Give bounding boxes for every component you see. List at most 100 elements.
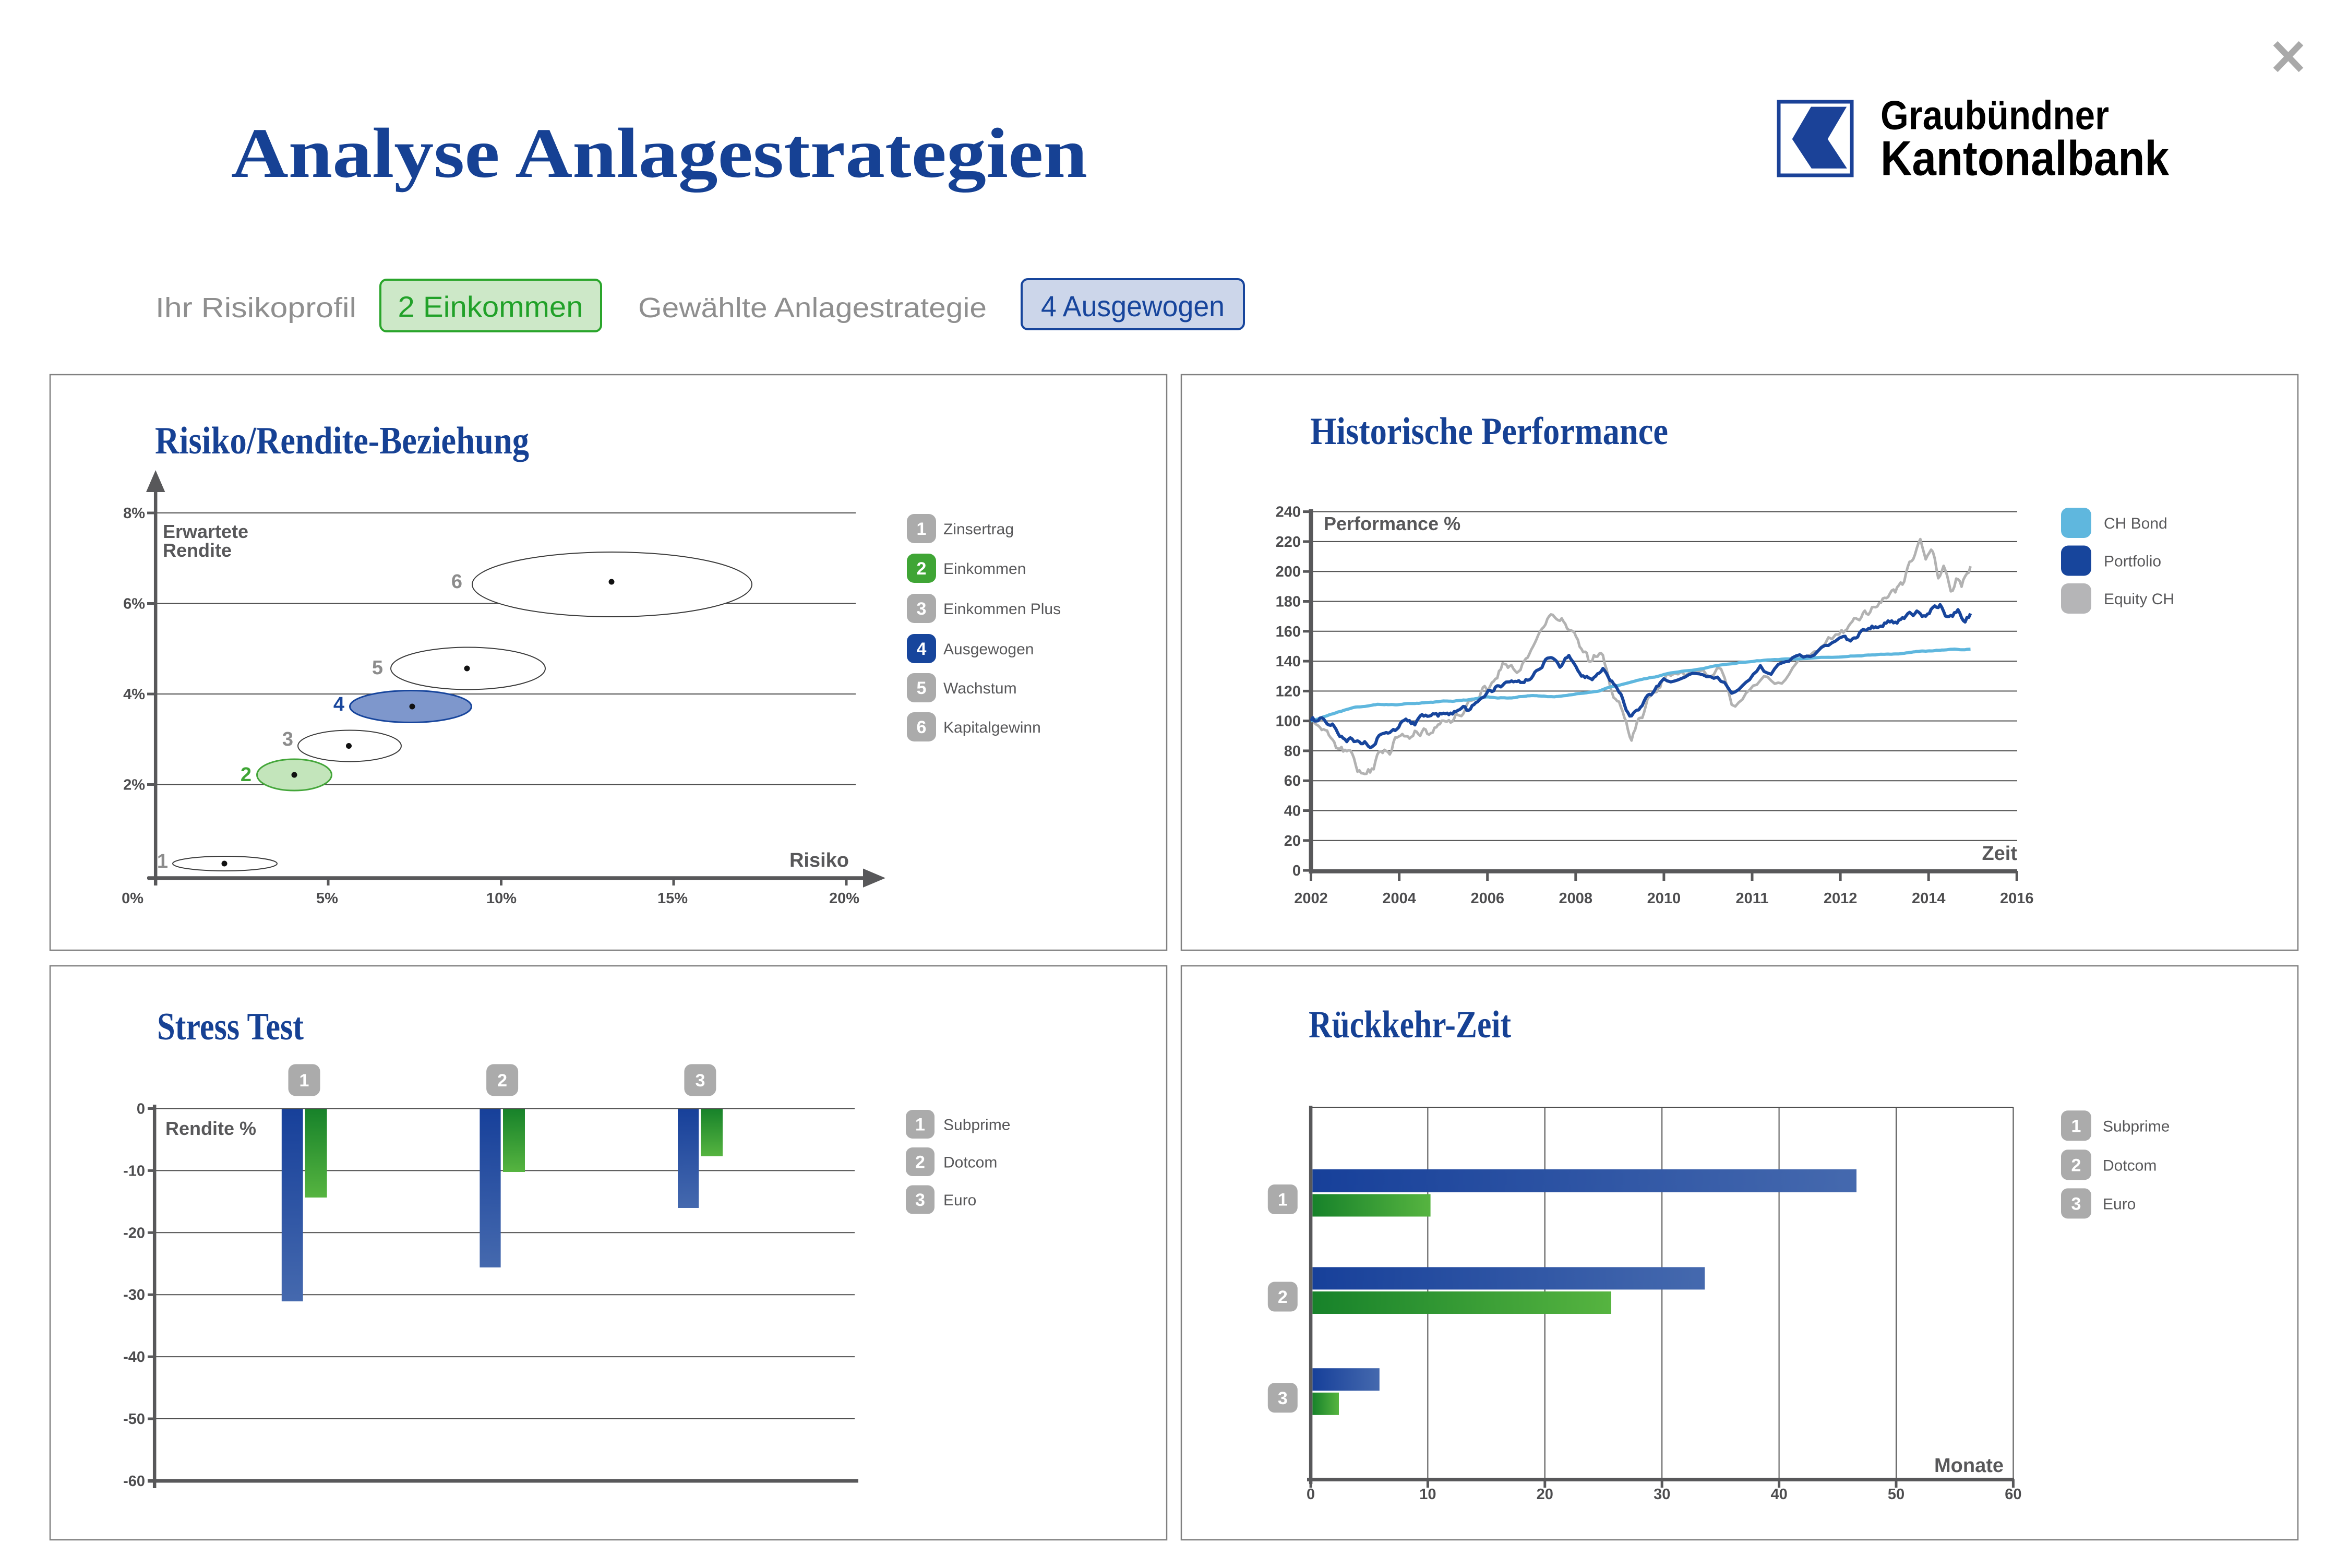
svg-text:60: 60 — [1284, 773, 1301, 789]
svg-text:1: 1 — [917, 519, 927, 539]
svg-text:10%: 10% — [486, 890, 517, 907]
svg-text:3: 3 — [915, 1190, 925, 1210]
svg-text:60: 60 — [2005, 1486, 2021, 1503]
svg-text:40: 40 — [1770, 1486, 1787, 1503]
svg-text:-60: -60 — [123, 1473, 145, 1490]
svg-text:8%: 8% — [123, 505, 145, 522]
svg-text:80: 80 — [1284, 743, 1301, 760]
svg-text:20%: 20% — [829, 890, 859, 907]
svg-text:-30: -30 — [123, 1287, 145, 1303]
svg-text:Gewählte Anlagestrategie: Gewählte Anlagestrategie — [638, 292, 987, 324]
svg-text:3: 3 — [695, 1071, 705, 1091]
svg-text:2: 2 — [2071, 1155, 2081, 1175]
svg-text:-40: -40 — [123, 1349, 145, 1366]
svg-text:10: 10 — [1419, 1486, 1436, 1503]
svg-text:0: 0 — [1307, 1486, 1315, 1503]
svg-text:20: 20 — [1284, 833, 1301, 849]
svg-text:2: 2 — [917, 559, 927, 579]
svg-text:-10: -10 — [123, 1163, 145, 1179]
svg-text:2: 2 — [497, 1071, 507, 1091]
svg-text:Rückkehr-Zeit: Rückkehr-Zeit — [1309, 1003, 1511, 1046]
svg-text:Erwartete: Erwartete — [163, 521, 248, 542]
svg-text:240: 240 — [1276, 504, 1301, 521]
svg-text:Risiko/Rendite-Beziehung: Risiko/Rendite-Beziehung — [155, 420, 529, 462]
svg-text:0: 0 — [137, 1101, 145, 1118]
svg-text:Zeit: Zeit — [1982, 843, 2017, 865]
svg-text:1: 1 — [157, 851, 168, 872]
svg-text:2010: 2010 — [1647, 890, 1681, 907]
svg-text:Subprime: Subprime — [943, 1117, 1010, 1134]
svg-text:220: 220 — [1276, 534, 1301, 550]
svg-text:Zinsertrag: Zinsertrag — [943, 521, 1014, 538]
svg-text:2: 2 — [915, 1153, 925, 1172]
svg-text:1: 1 — [300, 1071, 309, 1091]
svg-text:2011: 2011 — [1736, 890, 1769, 907]
svg-text:Historische Performance: Historische Performance — [1310, 410, 1668, 453]
svg-text:CH Bond: CH Bond — [2104, 515, 2167, 532]
svg-text:Euro: Euro — [943, 1192, 976, 1209]
svg-text:4: 4 — [917, 639, 927, 659]
svg-text:0%: 0% — [122, 890, 143, 907]
svg-text:30: 30 — [1654, 1486, 1670, 1503]
svg-text:6%: 6% — [123, 596, 145, 613]
svg-text:180: 180 — [1276, 594, 1301, 611]
svg-text:Graubündner: Graubündner — [1880, 92, 2109, 138]
svg-text:Risiko: Risiko — [789, 849, 849, 871]
svg-text:3: 3 — [917, 599, 927, 619]
svg-text:200: 200 — [1276, 564, 1301, 580]
svg-text:Einkommen Plus: Einkommen Plus — [943, 601, 1061, 618]
svg-text:1: 1 — [915, 1115, 925, 1135]
svg-text:5: 5 — [372, 657, 383, 679]
svg-text:3: 3 — [282, 728, 293, 750]
svg-text:50: 50 — [1888, 1486, 1904, 1503]
svg-text:4 Ausgewogen: 4 Ausgewogen — [1041, 290, 1225, 322]
svg-text:20: 20 — [1537, 1486, 1553, 1503]
svg-text:160: 160 — [1276, 624, 1301, 640]
svg-text:Ausgewogen: Ausgewogen — [943, 641, 1034, 658]
svg-text:Rendite: Rendite — [163, 540, 232, 561]
svg-text:Analyse Anlagestrategien: Analyse Anlagestrategien — [231, 114, 1087, 193]
svg-text:Rendite %: Rendite % — [165, 1118, 256, 1139]
svg-text:6: 6 — [917, 717, 927, 737]
svg-text:3: 3 — [1278, 1389, 1288, 1408]
svg-text:2: 2 — [1278, 1287, 1288, 1307]
svg-text:Portfolio: Portfolio — [2104, 553, 2161, 570]
svg-text:1: 1 — [1278, 1190, 1288, 1210]
svg-text:Dotcom: Dotcom — [943, 1154, 997, 1171]
svg-text:Equity CH: Equity CH — [2104, 591, 2174, 608]
svg-text:2008: 2008 — [1559, 890, 1593, 907]
svg-text:5%: 5% — [316, 890, 338, 907]
svg-text:Wachstum: Wachstum — [943, 680, 1017, 697]
svg-text:2014: 2014 — [1912, 890, 1946, 907]
svg-text:2012: 2012 — [1824, 890, 1858, 907]
svg-text:15%: 15% — [657, 890, 688, 907]
svg-text:Einkommen: Einkommen — [943, 560, 1026, 578]
svg-text:Kapitalgewinn: Kapitalgewinn — [943, 719, 1041, 736]
svg-text:2002: 2002 — [1294, 890, 1328, 907]
svg-text:6: 6 — [451, 571, 462, 593]
svg-text:4%: 4% — [123, 686, 145, 703]
svg-text:Performance %: Performance % — [1324, 513, 1460, 534]
svg-text:120: 120 — [1276, 683, 1301, 700]
svg-text:2: 2 — [241, 764, 251, 786]
svg-text:-20: -20 — [123, 1225, 145, 1241]
svg-text:140: 140 — [1276, 653, 1301, 670]
svg-text:1: 1 — [2071, 1116, 2081, 1136]
svg-text:4: 4 — [333, 693, 344, 715]
svg-text:3: 3 — [2071, 1194, 2081, 1214]
svg-text:Ihr Risikoprofil: Ihr Risikoprofil — [155, 292, 356, 324]
svg-text:40: 40 — [1284, 803, 1301, 820]
svg-text:2016: 2016 — [2000, 890, 2034, 907]
svg-text:Euro: Euro — [2103, 1195, 2136, 1213]
svg-text:Dotcom: Dotcom — [2103, 1157, 2157, 1174]
svg-text:100: 100 — [1276, 713, 1301, 730]
svg-text:2004: 2004 — [1382, 890, 1416, 907]
svg-text:Kantonalbank: Kantonalbank — [1880, 131, 2170, 186]
svg-text:Subprime: Subprime — [2103, 1118, 2170, 1135]
svg-text:0: 0 — [1292, 863, 1301, 879]
svg-text:Monate: Monate — [1934, 1455, 2004, 1477]
svg-text:2%: 2% — [123, 777, 145, 794]
svg-text:5: 5 — [917, 678, 927, 698]
svg-text:2006: 2006 — [1470, 890, 1504, 907]
svg-text:-50: -50 — [123, 1411, 145, 1428]
